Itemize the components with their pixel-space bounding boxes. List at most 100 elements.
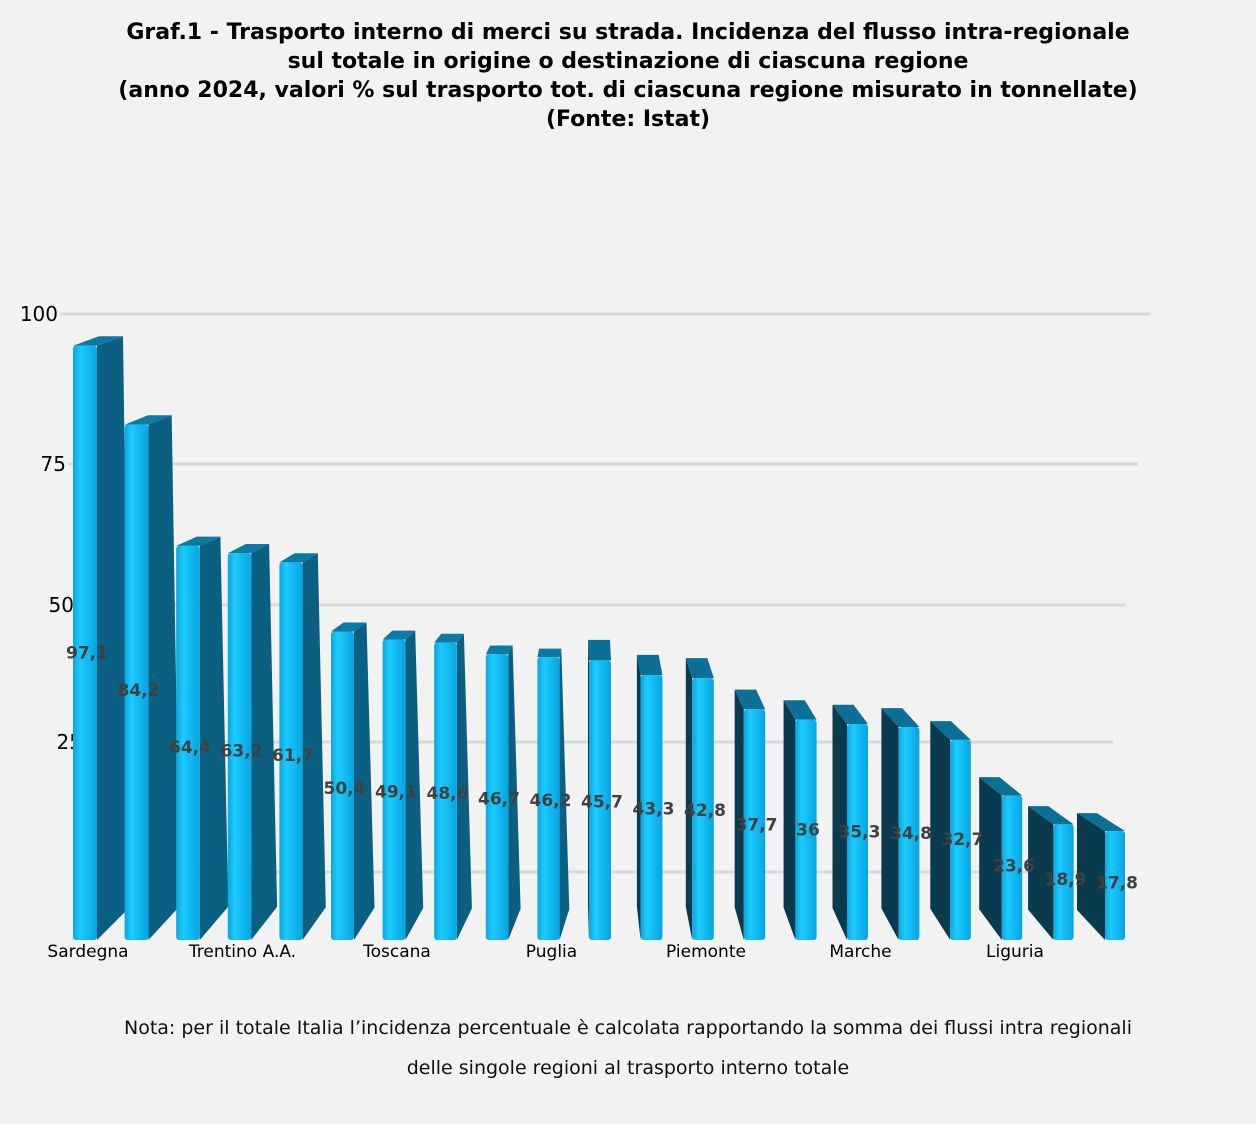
bar: [1028, 806, 1074, 940]
bar-side: [979, 777, 1002, 940]
data-label: 32,7: [942, 830, 984, 850]
bar-side: [508, 645, 521, 940]
bar-side: [783, 700, 796, 940]
bar: [537, 648, 570, 940]
bar-front: [537, 657, 560, 940]
x-tick-label: Sardegna: [47, 942, 128, 962]
bar-front: [227, 553, 252, 940]
bar-top: [485, 645, 513, 655]
bar-front: [1001, 795, 1023, 940]
bar: [881, 708, 920, 940]
bar-top: [73, 336, 123, 346]
bar: [434, 633, 472, 940]
data-label: 46,7: [478, 790, 520, 810]
x-tick-label: Liguria: [986, 942, 1044, 962]
bar-front: [847, 723, 868, 940]
title-line-4: (Fonte: Istat): [545, 107, 711, 132]
data-label: 64,4: [169, 738, 211, 758]
bar-side: [930, 721, 951, 940]
bar-front: [124, 424, 149, 940]
bar-side: [832, 704, 847, 940]
bar-top: [832, 704, 868, 724]
bar-top: [227, 544, 270, 554]
data-label: 34,8: [890, 824, 932, 844]
bar-top: [685, 658, 714, 679]
data-label: 48,6: [427, 784, 469, 804]
bar-top: [124, 415, 172, 425]
bar-front: [743, 709, 766, 940]
data-label: 23,6: [993, 857, 1035, 877]
bar-top: [434, 633, 464, 643]
bar-top: [783, 700, 817, 720]
x-tick-label: Trentino A.A.: [188, 942, 296, 962]
data-label: 61,7: [272, 746, 314, 766]
bar: [485, 645, 521, 940]
title-line-2: sul totale in origine o destinazione di …: [287, 49, 969, 74]
bar-side: [1028, 806, 1054, 940]
bar: [832, 704, 868, 940]
bar-front: [589, 660, 611, 940]
y-tick-label: 100: [20, 302, 58, 326]
data-label: 43,3: [633, 799, 675, 819]
bar-top: [881, 708, 920, 728]
bar: [227, 544, 278, 940]
bar-chart: 1007550250 97,1Sardegna84,264,463,2Trent…: [20, 302, 1150, 962]
bar-side: [456, 633, 472, 940]
bar-front: [1105, 831, 1125, 940]
y-tick-label: 75: [41, 452, 66, 476]
chart-title: Graf.1 - Trasporto interno di merci su s…: [0, 18, 1256, 134]
title-line-3: (anno 2024, valori % sul trasporto tot. …: [118, 78, 1138, 103]
x-tick-label: Toscana: [362, 942, 431, 962]
bar: [279, 553, 326, 940]
bar: [124, 415, 180, 940]
data-label: 42,8: [684, 801, 726, 821]
bar-front: [485, 654, 509, 940]
bar-top: [636, 654, 663, 676]
bar-top: [176, 536, 221, 546]
bar-front: [73, 345, 97, 940]
note-line-2: delle singole regioni al trasporto inter…: [406, 1057, 850, 1079]
data-label: 45,7: [581, 792, 623, 812]
data-label: 97,1: [66, 643, 108, 663]
bar-top: [588, 639, 611, 661]
bar-top: [331, 622, 367, 632]
data-label: 84,2: [118, 681, 160, 701]
bar-side: [636, 654, 641, 940]
bar: [685, 658, 714, 940]
bar-top: [930, 721, 971, 740]
bar-front: [434, 642, 457, 940]
data-label: 18,9: [1045, 870, 1087, 890]
data-label: 49,1: [375, 783, 417, 803]
bar-side: [199, 536, 229, 940]
bar-front: [176, 545, 200, 940]
bar-top: [734, 689, 766, 710]
data-label: 37,7: [736, 816, 778, 836]
bar-front: [795, 719, 817, 940]
bar-front: [279, 562, 303, 940]
bar-front: [640, 675, 663, 940]
bar: [588, 639, 611, 940]
bar-front: [331, 631, 354, 940]
bar-side: [559, 648, 570, 940]
bar-side: [148, 415, 180, 940]
bar-side: [251, 544, 278, 940]
x-tick-label: Marche: [829, 942, 891, 962]
x-tick-label: Puglia: [526, 942, 577, 962]
bar-top: [1077, 813, 1125, 832]
bar-side: [97, 336, 131, 940]
bar: [930, 721, 971, 940]
bar-side: [685, 658, 693, 940]
bar-front: [950, 739, 971, 940]
data-label: 17,8: [1096, 873, 1138, 893]
bar: [331, 622, 375, 940]
bar-top: [382, 630, 416, 640]
bar-side: [588, 639, 589, 940]
bar-side: [1077, 813, 1105, 940]
bar: [783, 700, 817, 940]
bar-front: [898, 727, 920, 940]
bar-front: [1053, 824, 1074, 940]
bar-front: [382, 639, 406, 940]
bar: [734, 689, 766, 940]
data-label: 36: [796, 821, 820, 841]
bar: [1077, 813, 1125, 940]
